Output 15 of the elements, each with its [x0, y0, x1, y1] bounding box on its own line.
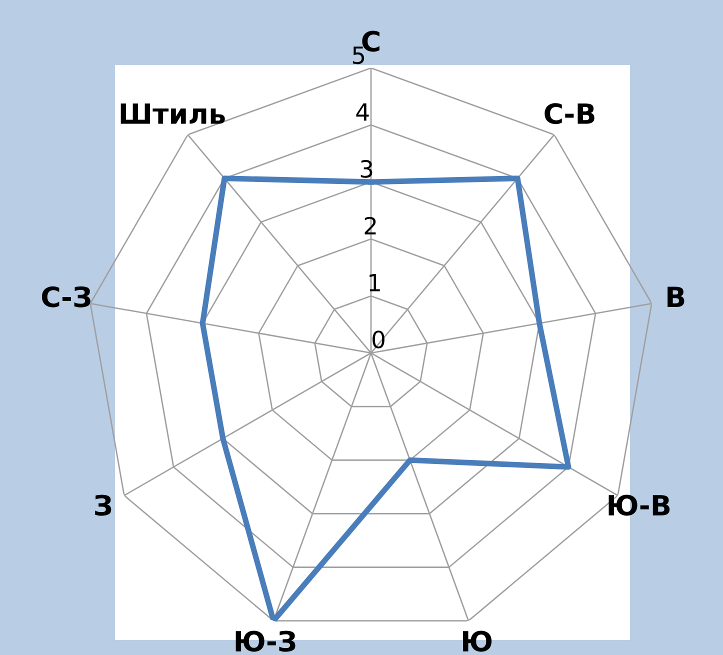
spoke-label: В: [668, 286, 684, 307]
y-tick-label: 1: [370, 274, 380, 292]
spoke-label: З: [95, 494, 112, 516]
y-tick-label: 2: [364, 216, 376, 234]
y-tick-label: 0: [372, 330, 384, 348]
spoke-label: С-З: [42, 286, 90, 308]
y-tick-label: 3: [360, 160, 372, 178]
spoke-label: Ю-В: [608, 494, 670, 516]
spoke-label: Штиль: [120, 103, 225, 124]
spoke-label: С-В: [544, 103, 594, 124]
spoke-label: Ю: [463, 630, 492, 652]
y-tick-label: 5: [352, 46, 364, 64]
y-tick-label: 4: [356, 103, 369, 121]
spoke-label: С: [362, 30, 380, 52]
spoke-label: Ю-З: [236, 630, 296, 652]
